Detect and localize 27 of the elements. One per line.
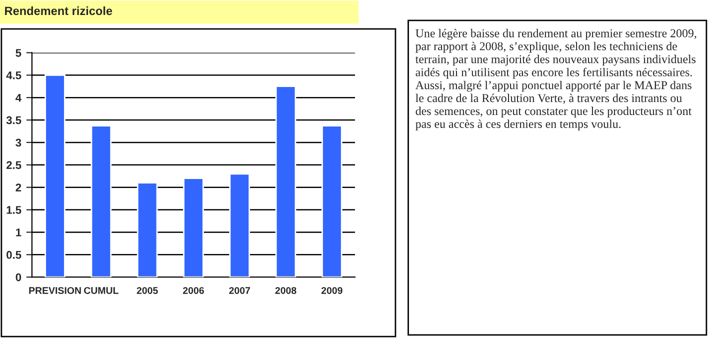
bar <box>136 182 158 278</box>
x-tick-label: 2008 <box>275 287 296 294</box>
chart-title: Rendement rizicole <box>5 6 112 16</box>
y-tick-label: 5 <box>16 49 22 57</box>
y-tick-label: 4.5 <box>6 72 22 80</box>
bar <box>275 86 296 278</box>
bar <box>183 178 204 278</box>
x-tick-label: CUMUL <box>84 287 118 294</box>
y-tick-label: 1.5 <box>6 206 22 214</box>
bar <box>229 173 250 278</box>
x-tick-label: 2009 <box>321 287 342 294</box>
y-tick-label: 3 <box>16 138 22 147</box>
text: Une légère baisse du rendement au premier semestre 2009, par rapport à 2008, s’explique, selon les techniciens de terrain, par une majorité des nouveaux paysans individuels aidés qui n’utilisent pas encore les fertilisants nécessaires. Aussi, malgré l’appui ponctuel apporté par le MAEP dans le cadre de la Révolution Verte, à travers des intrants ou des semences, on peut constater que les producteurs n’ont pas eu accès à ces derniers en temps voulu. <box>415 28 696 130</box>
y-tick-label: 0 <box>16 273 22 282</box>
y-tick-label: 4 <box>16 94 22 102</box>
y-tick-label: 2.5 <box>6 161 22 170</box>
bar <box>322 125 342 278</box>
x-tick-label: 2006 <box>183 287 204 294</box>
bar <box>90 125 112 278</box>
y-tick-label: 1 <box>16 228 22 236</box>
x-tick-label: 2007 <box>229 287 250 294</box>
y-tick-label: 3.5 <box>6 116 22 124</box>
x-tick-label: 2005 <box>136 287 158 294</box>
y-tick-label: 0.5 <box>6 250 22 259</box>
bar <box>44 74 66 278</box>
x-tick-label: PREVISION <box>29 287 81 294</box>
y-tick-label: 2 <box>16 184 22 192</box>
